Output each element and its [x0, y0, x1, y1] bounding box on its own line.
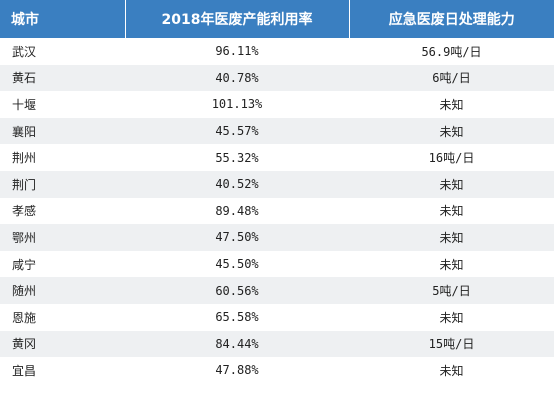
cell-utilization-rate: 60.56% [125, 277, 349, 304]
cell-daily-capacity: 5吨/日 [349, 277, 554, 304]
cell-daily-capacity: 未知 [349, 357, 554, 384]
cell-daily-capacity: 未知 [349, 117, 554, 145]
cell-daily-capacity: 6吨/日 [349, 64, 554, 92]
medical-waste-table: 城市 2018年医废产能利用率 应急医废日处理能力 武汉 96.11% 56.9吨/… [0, 0, 554, 384]
cell-city: 黄石 [0, 64, 125, 92]
table-row: 荆门 40.52% 未知 [0, 170, 554, 198]
header-city: 城市 [0, 0, 126, 38]
cell-daily-capacity: 未知 [349, 197, 554, 225]
cell-city: 咸宁 [0, 250, 125, 278]
cell-city: 宜昌 [0, 357, 125, 384]
table-row: 黄石 40.78% 6吨/日 [0, 64, 554, 92]
cell-city: 随州 [0, 277, 125, 304]
header-row: 城市 2018年医废产能利用率 应急医废日处理能力 [0, 0, 554, 38]
cell-city: 恩施 [0, 303, 125, 331]
header-utilization-rate: 2018年医废产能利用率 [125, 0, 350, 38]
cell-utilization-rate: 89.48% [125, 197, 349, 225]
cell-daily-capacity: 16吨/日 [349, 144, 554, 171]
table-row: 孝感 89.48% 未知 [0, 197, 554, 225]
cell-utilization-rate: 84.44% [125, 330, 349, 358]
table-body: 武汉 96.11% 56.9吨/日 黄石 40.78% 6吨/日 十堰 101.13% 未知 襄阳… [0, 38, 554, 384]
cell-city: 荆门 [0, 170, 125, 198]
table-row: 鄂州 47.50% 未知 [0, 224, 554, 251]
cell-daily-capacity: 未知 [349, 170, 554, 198]
cell-daily-capacity: 未知 [349, 303, 554, 331]
cell-daily-capacity: 56.9吨/日 [349, 38, 554, 65]
table-row: 恩施 65.58% 未知 [0, 303, 554, 331]
cell-daily-capacity: 15吨/日 [349, 330, 554, 358]
cell-utilization-rate: 101.13% [125, 91, 349, 118]
cell-utilization-rate: 55.32% [125, 144, 349, 171]
cell-daily-capacity: 未知 [349, 250, 554, 278]
cell-city: 武汉 [0, 38, 125, 65]
table-row: 荆州 55.32% 16吨/日 [0, 144, 554, 171]
cell-city: 十堰 [0, 91, 125, 118]
cell-city: 鄂州 [0, 224, 125, 251]
table-row: 咸宁 45.50% 未知 [0, 250, 554, 278]
cell-daily-capacity: 未知 [349, 91, 554, 118]
cell-utilization-rate: 45.57% [125, 117, 349, 145]
cell-city: 襄阳 [0, 117, 125, 145]
cell-daily-capacity: 未知 [349, 224, 554, 251]
cell-utilization-rate: 65.58% [125, 303, 349, 331]
cell-utilization-rate: 40.52% [125, 170, 349, 198]
cell-utilization-rate: 96.11% [125, 38, 349, 65]
cell-utilization-rate: 47.50% [125, 224, 349, 251]
cell-city: 荆州 [0, 144, 125, 171]
cell-city: 黄冈 [0, 330, 125, 358]
cell-utilization-rate: 40.78% [125, 64, 349, 92]
table-header: 城市 2018年医废产能利用率 应急医废日处理能力 [0, 0, 554, 38]
table-row: 襄阳 45.57% 未知 [0, 117, 554, 145]
cell-utilization-rate: 45.50% [125, 250, 349, 278]
cell-city: 孝感 [0, 197, 125, 225]
table-row: 武汉 96.11% 56.9吨/日 [0, 38, 554, 65]
table-row: 十堰 101.13% 未知 [0, 91, 554, 118]
table-row: 宜昌 47.88% 未知 [0, 357, 554, 384]
header-daily-capacity: 应急医废日处理能力 [349, 0, 554, 38]
right-margin [554, 0, 559, 404]
table-row: 随州 60.56% 5吨/日 [0, 277, 554, 304]
table-row: 黄冈 84.44% 15吨/日 [0, 330, 554, 358]
cell-utilization-rate: 47.88% [125, 357, 349, 384]
